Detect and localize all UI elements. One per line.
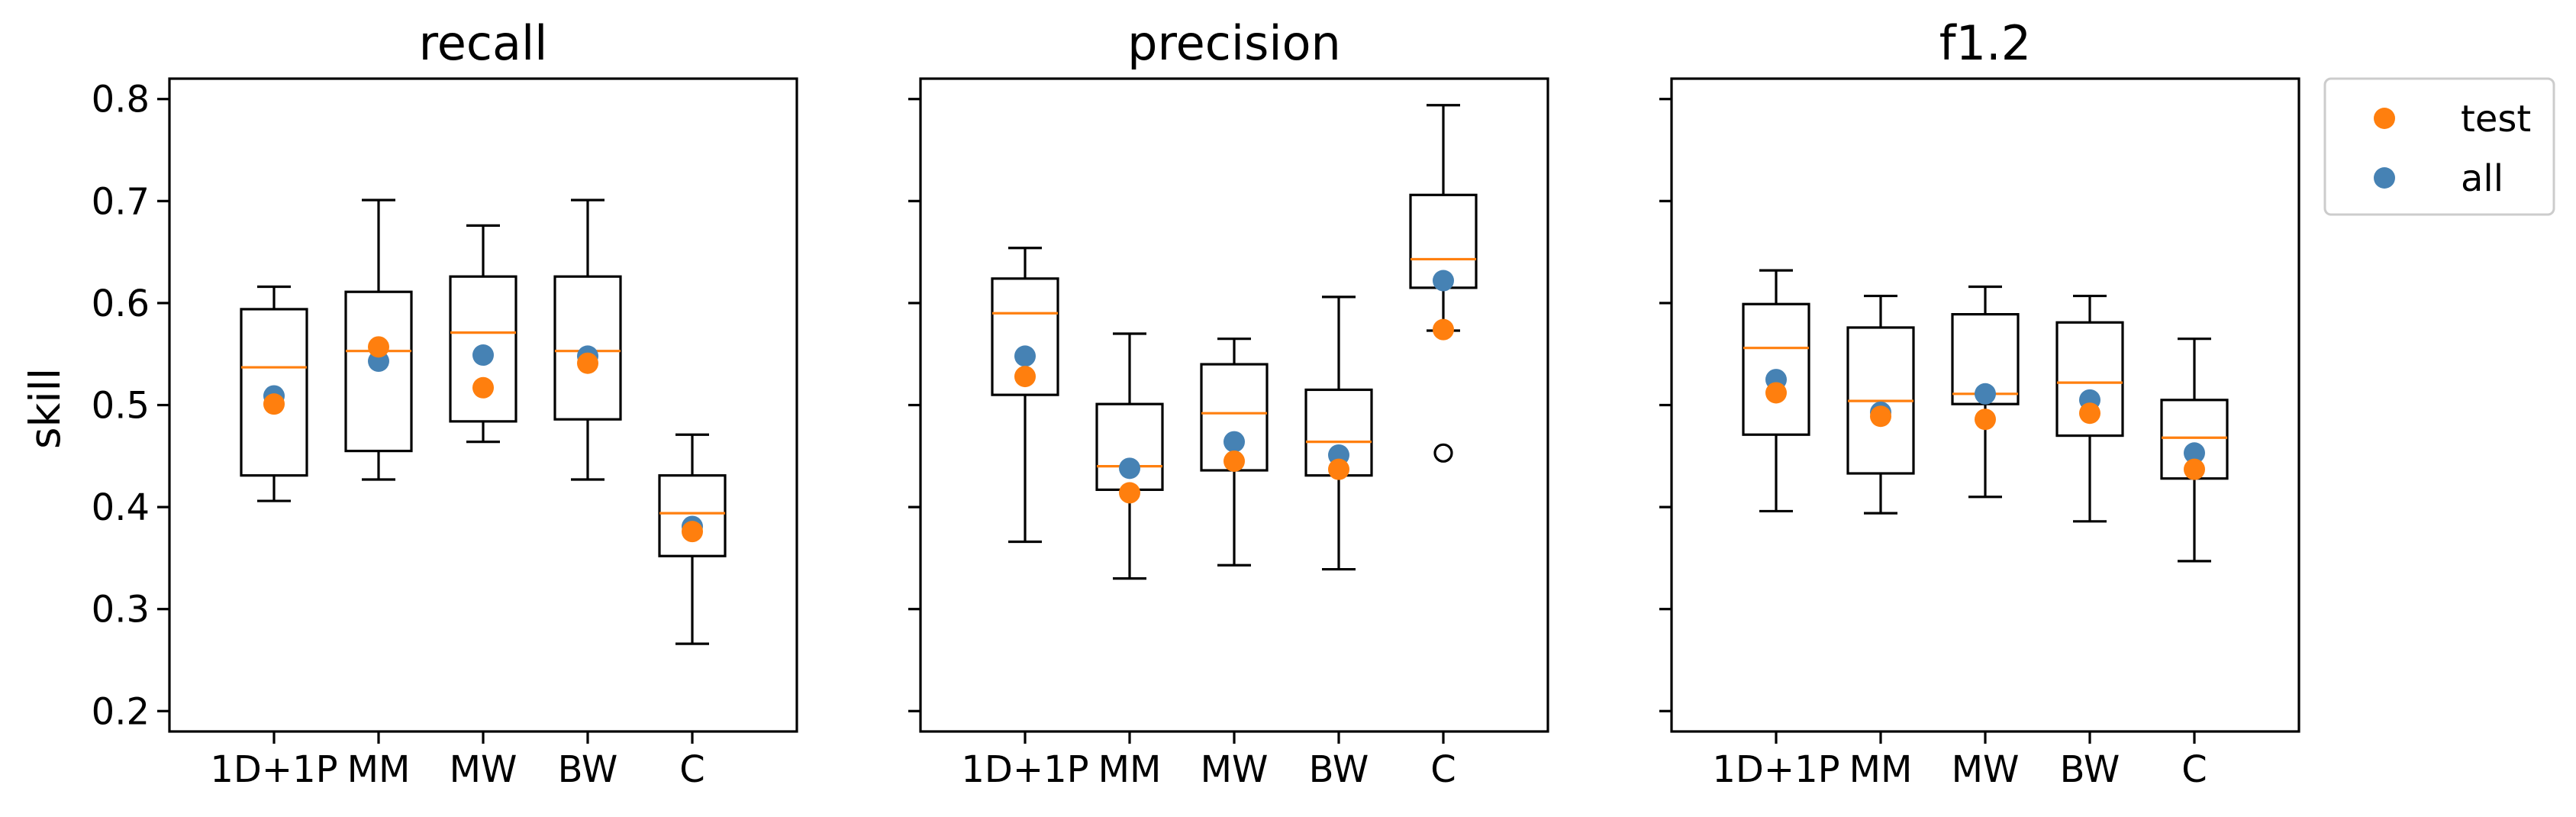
box-MM — [344, 199, 413, 481]
y-tick-label: 0.3 — [92, 589, 150, 631]
legend-marker-test — [2374, 108, 2395, 129]
x-tick-label: MM — [1849, 748, 1913, 791]
box-1D-1P — [1742, 269, 1810, 513]
box-BW — [553, 199, 622, 481]
x-tick-label: MM — [1098, 748, 1162, 791]
x-tick-label: 1D+1P — [961, 748, 1088, 791]
test-point — [1433, 318, 1454, 341]
y-tick-label: 0.8 — [92, 79, 150, 121]
all-point — [1119, 457, 1140, 480]
x-tick-label: C — [1430, 748, 1456, 791]
y-tick-label: 0.5 — [92, 385, 150, 428]
test-point — [472, 376, 494, 399]
y-tick-label: 0.6 — [92, 283, 150, 325]
panel-precision: precision 1D+1P MM MW BW C — [908, 15, 1549, 791]
box-MM — [1095, 332, 1164, 580]
legend-marker-all — [2374, 167, 2395, 189]
x-tick-label: C — [2181, 748, 2207, 791]
x-tick-label: C — [679, 748, 705, 791]
box-1D-1P — [991, 247, 1059, 544]
panel-title: f1.2 — [1939, 15, 2031, 71]
test-point — [1870, 405, 1891, 428]
x-tick-label: 1D+1P — [1712, 748, 1839, 791]
test-point — [1765, 382, 1787, 404]
x-tick-label: MW — [1952, 748, 2020, 791]
legend-label-test: test — [2461, 98, 2531, 140]
legend: test all — [2323, 77, 2555, 216]
box-body — [449, 275, 517, 423]
x-tick-label: MW — [450, 748, 517, 791]
y-axis-label: skill — [21, 368, 69, 449]
box-C — [658, 433, 727, 645]
box-body — [1742, 302, 1810, 436]
box-BW — [2055, 294, 2124, 523]
all-point — [472, 344, 494, 367]
box-C — [1409, 104, 1478, 463]
all-point — [1433, 270, 1454, 292]
box-body — [991, 277, 1059, 396]
test-point — [577, 352, 598, 374]
all-point — [1224, 431, 1245, 453]
all-point — [2184, 442, 2205, 464]
box-MW — [1200, 337, 1269, 567]
test-point — [368, 336, 389, 358]
panel-recall: recall 0.2 0.3 0.4 0.5 0.6 0.7 0.8 1D+1P MM MW BW C — [92, 15, 798, 791]
panel-title: precision — [1127, 15, 1341, 71]
x-tick-label: MW — [1201, 748, 1269, 791]
x-tick-label: MM — [347, 748, 411, 791]
box-MM — [1846, 294, 1915, 515]
test-point — [1014, 366, 1036, 388]
box-body — [240, 308, 308, 477]
legend-label-all: all — [2461, 157, 2503, 200]
test-point — [1328, 458, 1349, 480]
test-point — [682, 521, 703, 543]
box-body — [553, 275, 622, 421]
box-MW — [1951, 285, 2020, 499]
test-point — [2079, 402, 2100, 425]
box-1D-1P — [240, 285, 308, 502]
test-point — [263, 393, 285, 415]
box-BW — [1304, 295, 1373, 571]
y-tick-label: 0.7 — [92, 180, 150, 223]
y-tick-label: 0.2 — [92, 690, 150, 733]
all-point — [1975, 383, 1996, 405]
test-point — [2184, 458, 2205, 480]
x-tick-label: 1D+1P — [210, 748, 337, 791]
box-body — [344, 290, 413, 453]
test-point — [1975, 408, 1996, 431]
test-point — [1224, 450, 1245, 472]
all-point — [1014, 345, 1036, 367]
y-tick-label: 0.4 — [92, 486, 150, 529]
panel-f1-2: f1.2 1D+1P MM MW BW C — [1659, 15, 2300, 791]
outlier-point — [1433, 443, 1453, 463]
x-tick-label: BW — [558, 748, 618, 791]
x-tick-label: BW — [2060, 748, 2120, 791]
x-tick-label: BW — [1309, 748, 1369, 791]
box-MW — [449, 224, 517, 444]
box-body — [2055, 321, 2124, 438]
test-point — [1119, 482, 1140, 504]
box-C — [2160, 337, 2229, 563]
panel-title: recall — [419, 15, 548, 71]
plot-frame — [919, 77, 1549, 733]
box-body — [658, 474, 727, 557]
